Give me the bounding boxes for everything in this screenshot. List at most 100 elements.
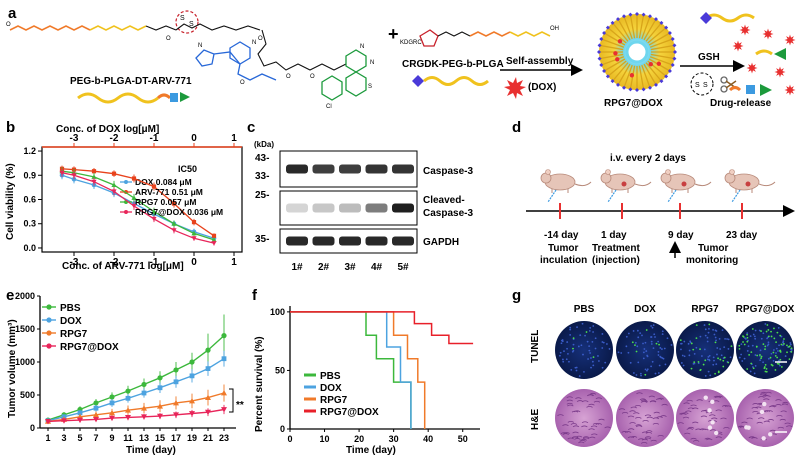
tunel-positive-cell: [714, 341, 717, 344]
lane-label: 3#: [344, 262, 356, 273]
tunel-nucleus: [588, 349, 591, 352]
he-tissue-fiber: [566, 399, 573, 402]
encapsulated-dox: [617, 39, 623, 44]
he-tissue-fiber: [581, 421, 589, 424]
he-tissue-fiber: [781, 403, 789, 406]
scissors-blade-2: [725, 80, 737, 89]
tunel-nucleus: [641, 334, 643, 337]
he-tissue-fiber: [595, 423, 603, 425]
he-tissue-fiber: [686, 399, 693, 402]
nanoparticle-ray: [650, 44, 675, 51]
b-point: [111, 171, 117, 176]
f-x-axis-title: Time (day): [346, 445, 396, 456]
he-tissue-fiber: [581, 425, 588, 428]
marker-33: 33-: [255, 171, 269, 182]
mol-atom-cl: Cl: [326, 104, 332, 110]
tunel-positive-cell: [723, 356, 726, 359]
top-axis-title: Conc. of DOX log[μM]: [56, 124, 159, 135]
mouse-head: [660, 172, 672, 184]
surface-peptide-diamond: [628, 87, 633, 92]
nanoparticle-ray: [643, 18, 657, 41]
e-point: [141, 414, 147, 420]
tunel-image: [555, 321, 613, 379]
he-tissue-fiber: [604, 426, 611, 429]
right-linker: [437, 31, 471, 37]
cell-viability-chart: -3 -2 -1 0 1 -3 -2 -1 0 1 0.0 0.3 0.6 0.9 1.2 DOX 0.084…: [23, 133, 243, 268]
tunel-nucleus: [719, 348, 722, 350]
tunel-nucleus: [601, 333, 604, 335]
tunel-positive-cell: [767, 335, 770, 338]
tunel-nucleus: [687, 342, 690, 345]
released-dox-star: [739, 24, 751, 36]
f-y-axis-title: Percent survival (%): [254, 336, 265, 432]
tunel-nucleus: [620, 352, 623, 354]
he-tissue-fiber: [741, 421, 748, 424]
e-point: [93, 417, 99, 423]
tunel-nucleus: [640, 374, 642, 377]
release-chain-3: [728, 86, 742, 92]
crgdk-peg-plga-structure: KDGRC OH: [400, 26, 559, 47]
he-tissue-fiber: [706, 438, 713, 441]
he-tissue-fiber: [578, 441, 585, 444]
tunel-positive-cell: [644, 373, 647, 376]
tunel-positive-cell: [752, 367, 755, 370]
he-tissue-fiber: [746, 417, 753, 420]
tunel-nucleus: [601, 347, 604, 349]
he-tissue-fiber: [661, 403, 668, 406]
released-dox-stars: [732, 24, 796, 96]
tunel-nucleus: [662, 357, 665, 360]
tunel-nucleus: [559, 351, 562, 354]
he-tissue-fiber: [557, 414, 564, 416]
tunel-positive-cell: [751, 328, 754, 330]
e-point: [77, 417, 83, 424]
tunel-nucleus: [704, 328, 707, 331]
e-legend-marker: [46, 330, 52, 336]
blot-band-caspase: [339, 164, 361, 174]
lane-label: 1#: [291, 262, 303, 273]
he-tissue-fiber: [683, 402, 690, 405]
histology-grid: PBS DOX RPG7 RPG7@DOX: [555, 304, 795, 447]
b-point: [151, 216, 157, 222]
tunel-nucleus: [682, 364, 685, 367]
he-tissue-fiber: [649, 400, 657, 403]
self-assembly-label: Self-assembly: [506, 56, 574, 67]
he-tissue-fiber: [782, 401, 789, 404]
tunel-nucleus: [743, 357, 746, 360]
panel-a-label: a: [8, 5, 17, 22]
he-tissue-fiber: [572, 431, 579, 434]
he-void: [707, 408, 712, 413]
blot-band-gapdh: [339, 236, 361, 246]
released-dox-star: [784, 84, 796, 96]
he-tissue-fiber: [656, 416, 663, 419]
he-tissue-fiber: [580, 438, 588, 441]
tunel-positive-cell: [786, 344, 788, 347]
b-legend-marker: [124, 210, 128, 214]
he-tissue-fiber: [690, 437, 697, 440]
tunel-positive-cell: [695, 324, 698, 327]
he-tissue-fiber: [660, 415, 667, 417]
tunel-nucleus: [604, 361, 607, 364]
tunel-nucleus: [591, 340, 594, 343]
row-label-gapdh: GAPDH: [423, 237, 459, 248]
tunel-nucleus: [762, 332, 765, 335]
tunel-nucleus: [740, 343, 743, 345]
he-tissue-fiber: [686, 428, 693, 430]
tunel-nucleus: [563, 350, 565, 353]
surface-peptide-diamond: [654, 82, 658, 87]
b-top-tick-label: -2: [110, 133, 119, 144]
he-tissue-fiber: [630, 406, 637, 409]
e-legend-label: PBS: [60, 303, 81, 314]
peg-plga-dt-arv771-structure: O S S O N N N O O O O Cl S N: [6, 10, 374, 110]
f-legend-label: RPG7@DOX: [320, 407, 379, 418]
surface-peptide-diamond: [670, 62, 675, 67]
tunel-nucleus: [699, 335, 702, 338]
tunel-nucleus: [589, 326, 592, 329]
tunel-nucleus: [782, 340, 785, 343]
mol-atom-n-1: N: [198, 43, 202, 49]
release-triangle-2: [760, 84, 772, 96]
b-point: [91, 174, 97, 179]
tunel-nucleus: [661, 333, 664, 336]
nanoparticle-ray: [599, 44, 624, 51]
tunel-nucleus: [707, 331, 710, 334]
